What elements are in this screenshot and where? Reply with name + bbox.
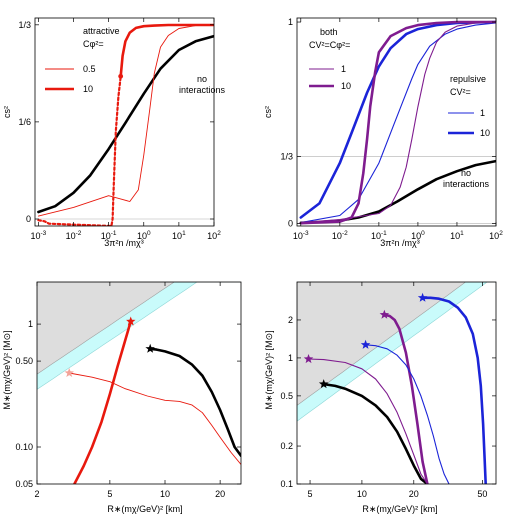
x-tick-label-0: 5 <box>308 489 313 499</box>
annotation-no-interactions: no interactions <box>179 74 226 95</box>
y-tick-label-2: 1/3 <box>18 20 31 30</box>
y-tick-label-3: 1 <box>288 353 293 363</box>
legend-subtitle: Cφ²= <box>83 39 104 49</box>
series-line-1 <box>37 24 214 217</box>
x-axis-label: R∗(mχ/GeV)² [km] <box>362 504 437 514</box>
y-tick-label-0: 0.1 <box>280 479 293 489</box>
panel-bottom-left: 2 5 10 20 0.05 0.10 0.50 1 R∗(mχ/GeV)² [km] M∗(… <box>2 281 242 514</box>
y-tick-label-0: 0 <box>26 214 31 224</box>
y-tick-label-3: 1 <box>28 319 33 329</box>
legend-repulsive-subtitle: CV²= <box>450 87 471 97</box>
legend-both-subtitle: CV²=Cφ²= <box>309 40 350 50</box>
y-tick-label-1: 1/6 <box>18 117 31 127</box>
legend-both-item-10: 10 <box>341 81 351 91</box>
series-line-2 <box>383 313 429 484</box>
legend-repulsive-item-1: 1 <box>480 108 485 118</box>
y-tick-label-0: 0 <box>288 219 293 229</box>
y-axis-label: M∗(mχ/GeV)² [M⊙] <box>264 330 274 409</box>
legend-title: attractive <box>83 26 120 36</box>
marker-star-1 <box>303 354 314 364</box>
legend-item-0.5: 0.5 <box>83 64 96 74</box>
y-tick-label-0: 0.05 <box>15 479 33 489</box>
x-tick-label-4: 101 <box>172 230 186 241</box>
series-line-1 <box>68 372 241 465</box>
marker-dot-0 <box>118 73 124 79</box>
x-axis-label: R∗(mχ/GeV)² [km] <box>107 504 182 514</box>
series-line-4 <box>299 20 496 225</box>
x-tick-label-3: 100 <box>411 230 425 241</box>
y-tick-label-2: 0.50 <box>15 356 33 366</box>
series-line-2 <box>73 320 132 484</box>
legend-repulsive-title: repulsive <box>450 74 486 84</box>
black-hole-band <box>37 282 241 375</box>
x-tick-label-4: 101 <box>450 230 464 241</box>
annotation-line-1: no <box>197 74 207 84</box>
y-tick-label-1: 0.2 <box>280 441 293 451</box>
series-line-0 <box>322 382 429 484</box>
marker-star-2 <box>379 309 390 319</box>
marker-star-0 <box>145 343 155 353</box>
plot-frame <box>296 17 497 227</box>
marker-star-2 <box>64 368 74 377</box>
series-line-4 <box>421 296 488 484</box>
annotation-line-1: no <box>461 168 471 178</box>
panel-top-left: 10-3 10-2 10-1 100 101 102 0 1/6 1/3 3π²n /mχ³ c… <box>2 17 226 248</box>
series-line-3 <box>300 21 496 224</box>
legend-both: both CV²=Cφ²= 1 10 <box>309 27 351 91</box>
y-tick-label-1: 0.10 <box>15 442 33 452</box>
x-tick-label-2: 10-1 <box>101 230 117 241</box>
legend-repulsive-item-10: 10 <box>480 128 490 138</box>
x-tick-label-1: 5 <box>107 489 112 499</box>
plot-frame <box>36 281 242 485</box>
marker-star-3 <box>360 339 371 349</box>
annotation-no-interactions: no interactions <box>443 168 490 189</box>
annotation-line-2: interactions <box>179 85 226 95</box>
y-axis-label: M∗(mχ/GeV)² [M⊙] <box>2 330 12 409</box>
series-line-3 <box>37 75 122 226</box>
legend-item-10: 10 <box>83 84 93 94</box>
x-tick-label-3: 20 <box>215 489 225 499</box>
series-line-0 <box>148 347 241 458</box>
y-axis-label: cs² <box>2 106 12 118</box>
y-tick-label-4: 2 <box>288 315 293 325</box>
series-line-2 <box>299 20 496 219</box>
marker-star-0 <box>318 379 329 389</box>
legend-repulsive: repulsive CV²= 1 10 <box>448 74 490 138</box>
x-tick-label-2: 20 <box>409 489 419 499</box>
x-tick-label-1: 10 <box>357 489 367 499</box>
x-tick-label-5: 102 <box>489 230 503 241</box>
x-tick-label-0: 10-3 <box>31 230 47 241</box>
x-tick-label-1: 10-2 <box>66 230 82 241</box>
x-axis-label: 3π²n /mχ³ <box>104 238 143 248</box>
y-tick-label-2: 0.5 <box>280 391 293 401</box>
series-line-2 <box>119 23 214 78</box>
x-tick-label-2: 10-1 <box>371 230 387 241</box>
legend-both-item-1: 1 <box>341 64 346 74</box>
legend-both-title: both <box>320 27 338 37</box>
series-line-1 <box>307 358 428 484</box>
x-tick-label-3: 50 <box>477 489 487 499</box>
series-line-3 <box>365 344 450 484</box>
x-tick-label-1: 10-2 <box>332 230 348 241</box>
x-tick-label-3: 100 <box>137 230 151 241</box>
x-tick-label-2: 10 <box>160 489 170 499</box>
x-tick-label-5: 102 <box>207 230 221 241</box>
y-tick-label-1: 1/3 <box>280 151 293 161</box>
series-line-0 <box>37 34 214 214</box>
panel-bottom-right: 5 10 20 50 0.1 0.2 0.5 1 2 R∗(mχ/GeV)² [km] M∗(m… <box>264 281 497 514</box>
marker-star-4 <box>417 292 428 302</box>
marker-star-1 <box>126 316 136 326</box>
x-tick-label-0: 2 <box>34 489 39 499</box>
legend: attractive Cφ²= 0.5 10 <box>45 26 120 94</box>
series-line-1 <box>300 22 496 224</box>
x-tick-label-0: 10-3 <box>293 230 309 241</box>
x-axis-label: 3π²n /mχ³ <box>380 238 419 248</box>
annotation-line-2: interactions <box>443 179 490 189</box>
y-tick-label-2: 1 <box>288 17 293 27</box>
plot-frame <box>296 281 497 485</box>
y-axis-label: cs² <box>263 106 273 118</box>
